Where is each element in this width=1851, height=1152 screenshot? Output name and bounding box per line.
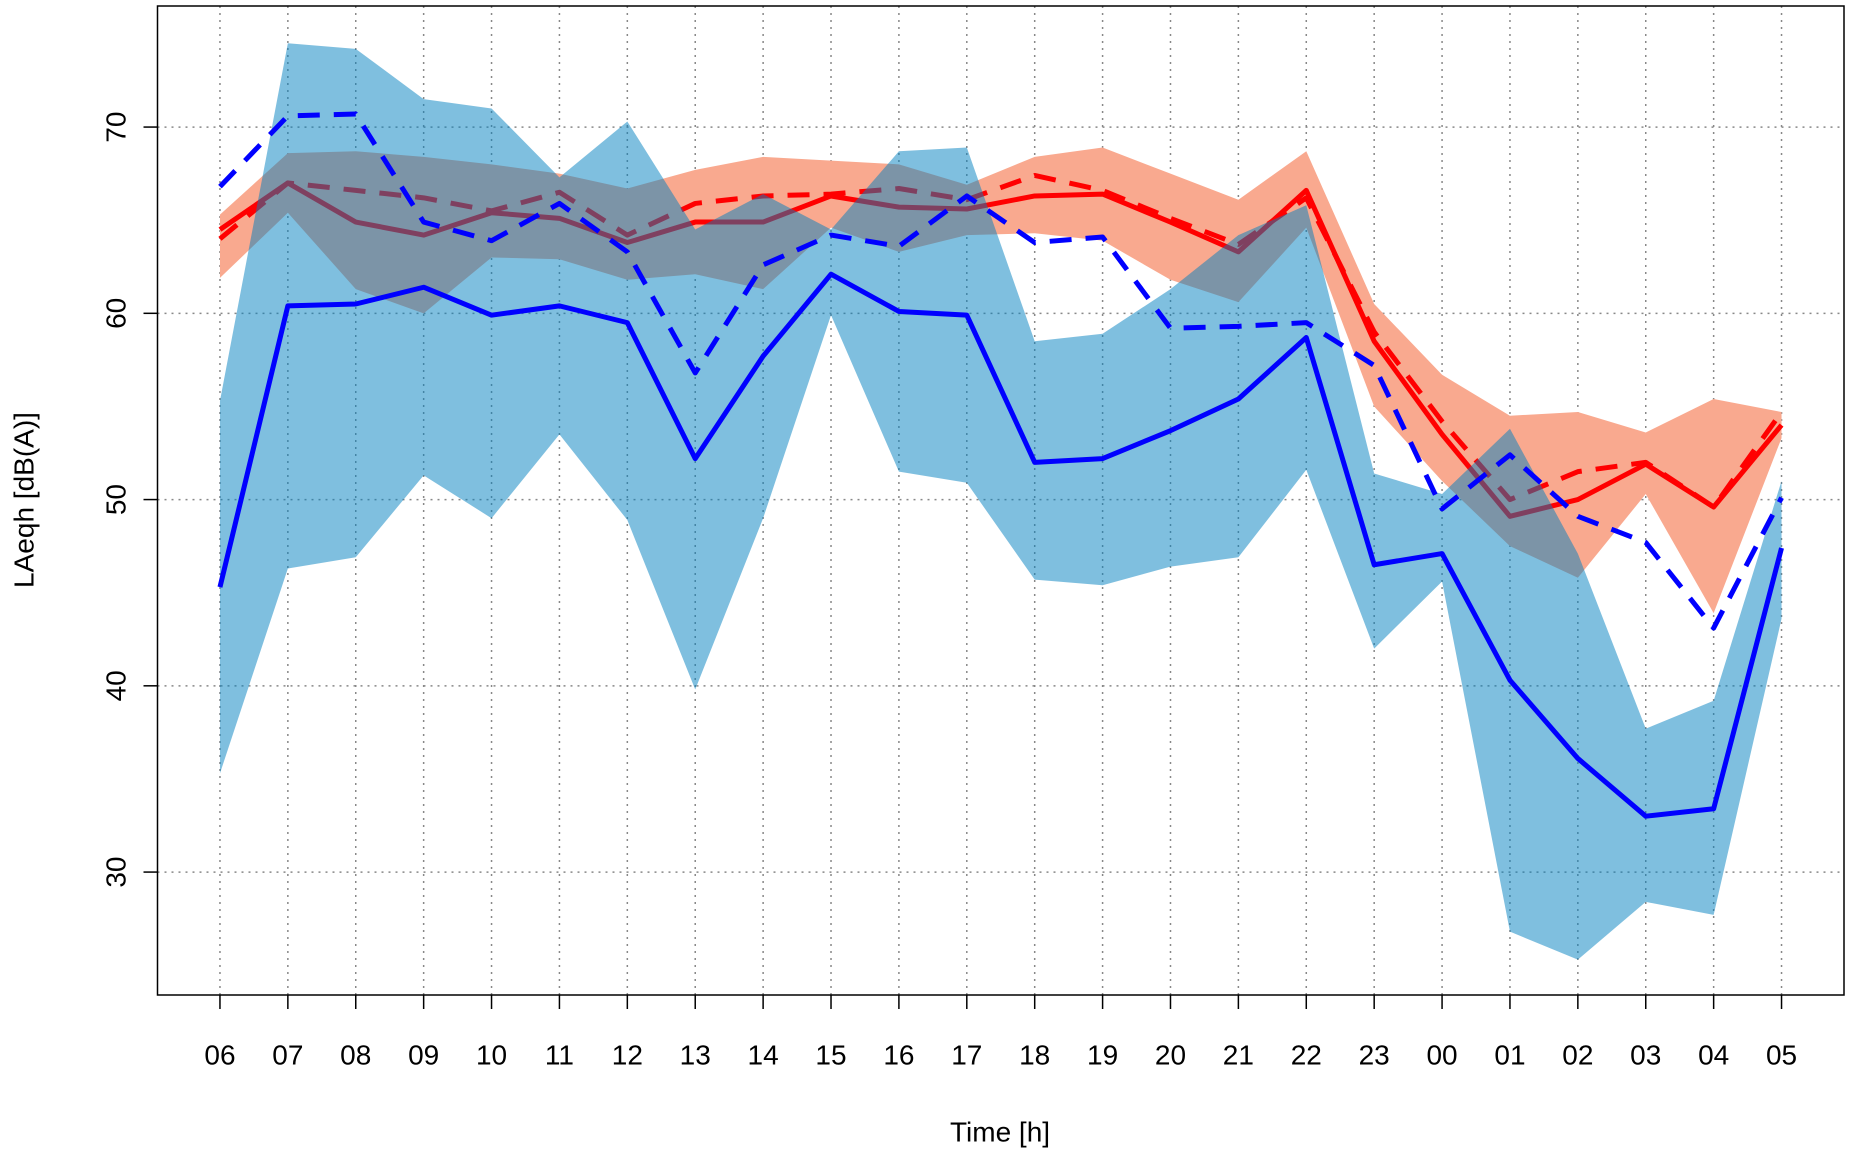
y-tick-label: 30 (100, 856, 131, 887)
x-tick-label: 03 (1630, 1039, 1661, 1070)
plot-frame (156, 5, 1845, 996)
y-tick-label: 40 (100, 670, 131, 701)
line (218, 172, 1784, 510)
y-tick-label: 70 (100, 111, 131, 142)
x-tick-label: 20 (1155, 1039, 1186, 1070)
x-tick-label: 10 (476, 1039, 507, 1070)
x-tick-label: 15 (815, 1039, 846, 1070)
x-tick-label: 16 (883, 1039, 914, 1070)
x-tick-label: 18 (1019, 1039, 1050, 1070)
x-tick-label: 13 (680, 1039, 711, 1070)
x-tick-label: 11 (545, 1039, 574, 1070)
x-tick-label: 07 (272, 1039, 303, 1070)
x-tick-label: 08 (340, 1039, 371, 1070)
y-tick-label: 60 (100, 298, 131, 329)
x-tick-label: 09 (408, 1039, 439, 1070)
line (218, 111, 1784, 631)
line (217, 271, 1784, 819)
x-tick-label: 04 (1698, 1039, 1729, 1070)
x-tick-label: 02 (1562, 1039, 1593, 1070)
x-tick-label: 21 (1223, 1039, 1254, 1070)
x-tick-label: 01 (1494, 1039, 1525, 1070)
x-tick-label: 19 (1087, 1039, 1118, 1070)
x-tick-label: 12 (612, 1039, 643, 1070)
x-tick-label: 14 (748, 1039, 779, 1070)
band (219, 43, 1782, 960)
y-tick-label: 50 (100, 484, 131, 515)
x-tick-label: 17 (951, 1039, 982, 1070)
x-tick-label: 22 (1291, 1039, 1322, 1070)
x-tick-label: 00 (1426, 1039, 1457, 1070)
x-tick-label: 23 (1359, 1039, 1390, 1070)
y-axis-label: LAeqh [dB(A)] (8, 412, 39, 588)
x-tick-label: 06 (204, 1039, 235, 1070)
x-axis-label: Time [h] (950, 1116, 1050, 1147)
x-tick-label: 05 (1766, 1039, 1797, 1070)
